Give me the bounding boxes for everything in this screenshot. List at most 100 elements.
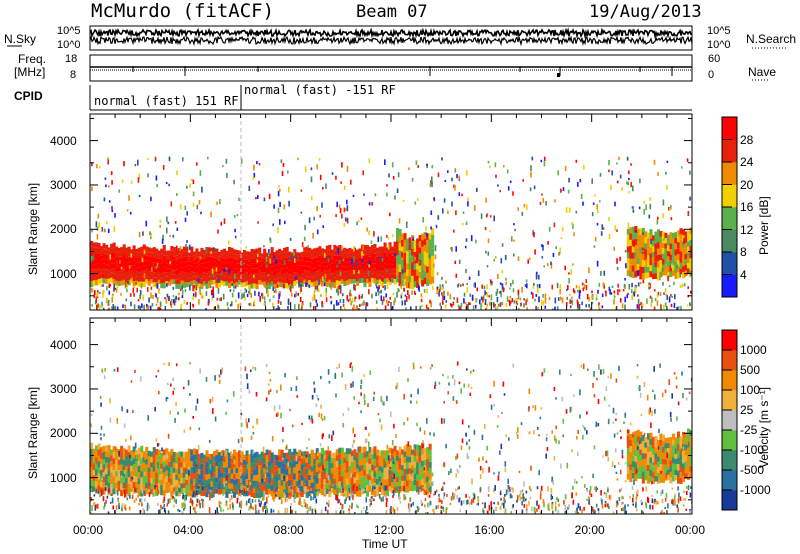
scatter-echo [543,161,546,167]
scatter-echo [664,302,667,307]
scatter-echo [146,505,149,512]
echo-cell [328,279,332,285]
echo-cell [162,244,166,251]
echo-cell [190,246,194,252]
echo-cell [403,468,407,475]
scatter-echo [457,470,460,474]
scatter-echo [642,250,644,253]
echo-cell [644,436,648,443]
echo-cell [355,457,359,464]
echo-cell [639,449,643,456]
scatter-echo [548,296,551,300]
echo-cell [228,462,232,468]
scatter-echo [507,485,510,491]
scatter-echo [585,284,588,291]
scatter-echo [422,217,424,223]
scatter-echo [622,289,625,292]
echo-cell [315,483,319,490]
scatter-echo [357,446,359,453]
scatter-echo [613,290,616,294]
echo-cell [190,251,194,257]
scatter-echo [103,197,106,202]
echo-cell [343,485,347,491]
echo-cell [325,455,329,462]
echo-cell [391,255,395,261]
echo-cell [278,248,282,254]
scatter-echo [642,511,645,514]
scatter-echo [205,488,207,493]
echo-cell [278,449,282,456]
scatter-echo [489,230,491,233]
echo-cell [182,251,186,257]
scatter-echo [565,409,568,414]
scatter-echo [346,165,349,172]
echo-cell [190,256,194,262]
scatter-echo [373,231,375,237]
echo-cell [172,477,176,484]
echo-cell [260,265,264,269]
scatter-echo [361,259,364,262]
echo-cell [330,453,334,459]
scatter-echo [283,476,286,482]
echo-cell [250,263,254,269]
echo-cell [426,488,430,494]
scatter-echo [360,217,363,220]
scatter-echo [372,485,374,492]
scatter-echo [209,280,211,283]
echo-cell [401,259,405,267]
echo-cell [228,483,232,489]
echo-cell [313,276,317,282]
echo-cell [265,477,269,484]
echo-cell [102,476,106,483]
scatter-echo [392,490,395,494]
echo-cell [626,448,630,455]
scatter-echo [137,305,140,309]
echo-cell [689,436,692,443]
echo-cell [293,253,297,259]
scatter-echo [618,289,621,292]
scatter-echo [636,375,639,379]
echo-cell [393,445,397,452]
scatter-echo [167,433,170,439]
echo-cell [365,264,369,270]
echo-cell [207,252,211,257]
echo-cell [373,243,377,249]
echo-cell [120,247,124,252]
echo-cell [280,264,284,269]
echo-cell [421,448,425,455]
echo-cell [403,259,407,267]
echo-cell [155,454,159,461]
echo-cell [180,267,184,272]
echo-cell [187,478,191,485]
echo-cell [313,267,317,273]
echo-cell [654,261,658,268]
echo-cell [664,270,668,276]
echo-cell [105,462,109,469]
scatter-echo [425,304,428,309]
scatter-echo [159,224,161,228]
scatter-echo [523,481,525,487]
echo-cell [310,258,314,264]
echo-cell [677,254,681,261]
scatter-echo [149,231,151,236]
echo-cell [172,457,176,463]
echo-cell [375,467,379,473]
echo-cell [253,254,257,259]
echo-cell [310,263,314,269]
echo-cell [370,263,374,269]
scatter-echo [180,303,183,309]
echo-cell [135,476,139,482]
echo-cell [290,265,294,271]
scatter-echo [603,396,606,401]
scatter-echo [400,283,402,289]
scatter-echo [450,468,452,474]
echo-cell [298,467,302,474]
echo-cell [107,445,111,452]
scatter-echo [661,268,664,272]
echo-cell [195,472,199,478]
echo-cell [283,484,287,490]
scatter-echo [517,427,519,433]
echo-cell [145,470,149,477]
scatter-echo [269,237,271,241]
scatter-echo [621,449,624,455]
